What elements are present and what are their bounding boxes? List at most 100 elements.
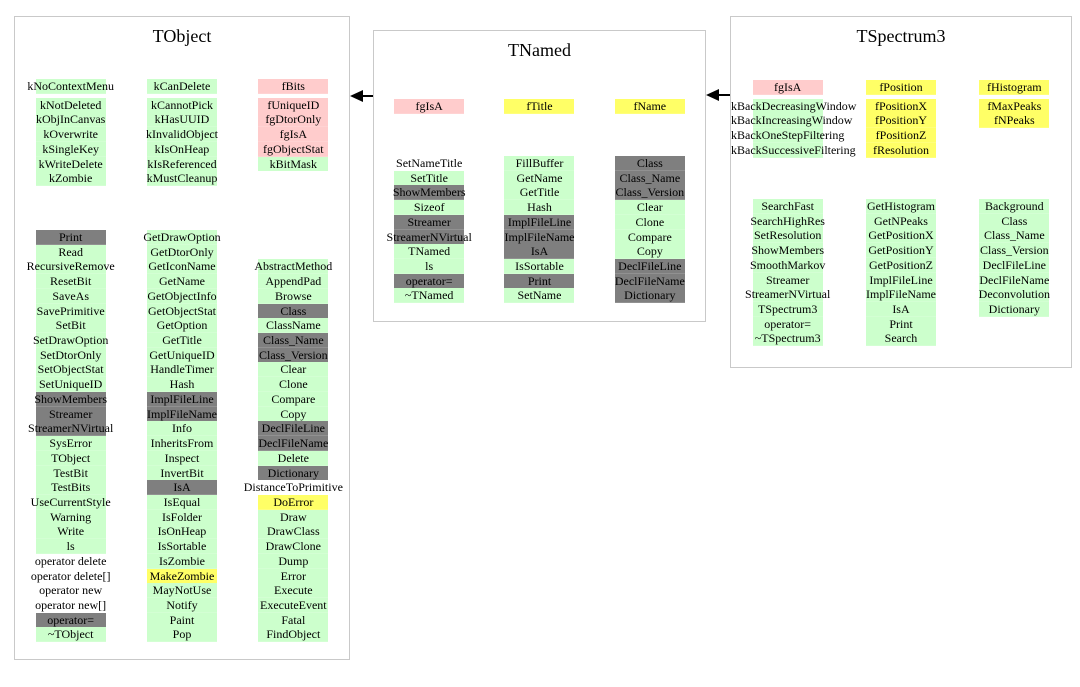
method-cell[interactable]: SmoothMarkov — [731, 257, 845, 273]
method-cell[interactable]: operator= — [731, 316, 845, 332]
method-cell[interactable]: IsFolder — [126, 509, 238, 525]
method-cell[interactable]: TestBits — [15, 480, 127, 495]
method-cell[interactable]: GetName — [126, 274, 238, 289]
method-cell[interactable]: Sizeof — [374, 200, 485, 215]
method-cell[interactable]: Error — [237, 568, 349, 584]
method-cell[interactable]: DeclFileLine — [237, 421, 349, 437]
method-cell[interactable]: Delete — [237, 450, 349, 466]
method-cell[interactable]: SetDtorOnly — [15, 347, 127, 363]
method-cell[interactable]: TSpectrum3 — [731, 302, 845, 317]
method-cell[interactable]: operator delete[] — [30, 568, 111, 583]
method-cell[interactable]: Fatal — [237, 612, 349, 628]
member-cell[interactable]: fBits — [237, 79, 349, 94]
method-cell[interactable]: Clone — [594, 214, 705, 230]
member-cell[interactable]: kBackOneStepFiltering — [731, 128, 845, 143]
method-cell[interactable]: SearchHighRes — [731, 213, 845, 229]
method-cell[interactable]: Print — [844, 316, 958, 332]
method-cell[interactable]: SaveAs — [15, 288, 127, 304]
method-cell[interactable]: ls — [374, 259, 485, 274]
method-cell[interactable]: GetPositionY — [844, 243, 958, 258]
method-cell[interactable]: GetPositionX — [844, 228, 958, 244]
method-cell[interactable]: Class_Name — [957, 228, 1071, 244]
method-cell[interactable]: ImplFileLine — [484, 214, 595, 230]
method-cell[interactable]: Pop — [126, 627, 238, 643]
member-cell[interactable]: kMustCleanup — [126, 171, 238, 187]
method-cell[interactable]: ~TSpectrum3 — [731, 331, 845, 347]
method-cell[interactable]: Read — [15, 244, 127, 260]
method-cell[interactable]: ShowMembers — [374, 185, 485, 201]
method-cell[interactable]: SavePrimitive — [15, 303, 127, 319]
member-cell[interactable]: kBackIncreasingWindow — [731, 113, 853, 129]
member-cell[interactable]: kBitMask — [237, 156, 349, 172]
method-cell[interactable]: Compare — [237, 391, 349, 407]
method-cell[interactable]: TObject — [15, 450, 127, 466]
method-cell[interactable]: ImplFileName — [126, 406, 238, 422]
method-cell[interactable]: Hash — [126, 377, 238, 392]
member-cell[interactable]: fPositionZ — [844, 128, 958, 143]
method-cell[interactable]: operator new[] — [35, 597, 107, 612]
method-cell[interactable]: AbstractMethod — [237, 259, 349, 275]
member-cell[interactable]: fPosition — [844, 80, 958, 95]
member-cell[interactable]: kCannotPick — [126, 97, 238, 113]
method-cell[interactable]: IsA — [484, 244, 595, 260]
member-cell[interactable]: fgDtorOnly — [237, 112, 349, 128]
method-cell[interactable]: DeclFileLine — [957, 257, 1071, 273]
method-cell[interactable]: ~TNamed — [374, 288, 485, 304]
method-cell[interactable]: DistanceToPrimitive — [243, 480, 343, 495]
method-cell[interactable]: GetObjectStat — [126, 303, 238, 319]
method-cell[interactable]: GetName — [484, 170, 595, 186]
method-cell[interactable]: GetTitle — [126, 333, 238, 348]
method-cell[interactable]: SetResolution — [731, 228, 845, 244]
member-cell[interactable]: fTitle — [484, 99, 595, 114]
method-cell[interactable]: Streamer — [15, 406, 127, 422]
method-cell[interactable]: Write — [15, 524, 127, 540]
method-cell[interactable]: DeclFileName — [957, 272, 1071, 288]
method-cell[interactable]: SetNameTitle — [396, 156, 463, 170]
method-cell[interactable]: GetTitle — [484, 185, 595, 201]
method-cell[interactable]: IsZombie — [126, 553, 238, 569]
method-cell[interactable]: StreamerNVirtual — [15, 421, 127, 437]
method-cell[interactable]: Class — [237, 303, 349, 319]
method-cell[interactable]: Dump — [237, 553, 349, 569]
method-cell[interactable]: Clone — [237, 377, 349, 392]
member-cell[interactable]: fgObjectStat — [237, 141, 349, 157]
member-cell[interactable]: kInvalidObject — [126, 127, 238, 142]
member-cell[interactable]: fgIsA — [237, 127, 349, 142]
method-cell[interactable]: DeclFileLine — [594, 259, 705, 274]
method-cell[interactable]: FindObject — [237, 627, 349, 643]
method-cell[interactable]: DrawClone — [237, 539, 349, 554]
method-cell[interactable]: GetDrawOption — [126, 230, 238, 245]
method-cell[interactable]: Class_Version — [594, 185, 705, 201]
method-cell[interactable]: GetNPeaks — [844, 213, 958, 229]
method-cell[interactable]: Print — [15, 230, 127, 245]
method-cell[interactable]: Hash — [484, 200, 595, 215]
method-cell[interactable]: DeclFileName — [237, 436, 349, 451]
method-cell[interactable]: UseCurrentStyle — [15, 494, 127, 510]
method-cell[interactable]: SetBit — [15, 318, 127, 334]
method-cell[interactable]: Copy — [237, 406, 349, 422]
method-cell[interactable]: Clear — [594, 200, 705, 215]
method-cell[interactable]: ImplFileLine — [126, 391, 238, 407]
method-cell[interactable]: IsSortable — [126, 539, 238, 554]
method-cell[interactable]: Browse — [237, 288, 349, 304]
method-cell[interactable]: Streamer — [374, 214, 485, 230]
method-cell[interactable]: Clear — [237, 362, 349, 378]
method-cell[interactable]: InheritsFrom — [126, 436, 238, 451]
method-cell[interactable]: SearchFast — [731, 199, 845, 214]
member-cell[interactable]: fNPeaks — [957, 113, 1071, 129]
method-cell[interactable]: MayNotUse — [126, 583, 238, 598]
method-cell[interactable]: TNamed — [374, 244, 485, 260]
method-cell[interactable]: DeclFileName — [594, 273, 705, 289]
method-cell[interactable]: Background — [957, 199, 1071, 214]
member-cell[interactable]: kCanDelete — [126, 79, 238, 94]
method-cell[interactable]: SysError — [15, 436, 127, 451]
method-cell[interactable]: ClassName — [237, 318, 349, 334]
method-cell[interactable]: Execute — [237, 583, 349, 598]
member-cell[interactable]: kIsOnHeap — [126, 141, 238, 157]
member-cell[interactable]: kIsReferenced — [126, 156, 238, 172]
method-cell[interactable]: GetDtorOnly — [126, 244, 238, 260]
method-cell[interactable]: SetName — [484, 288, 595, 304]
method-cell[interactable]: Inspect — [126, 450, 238, 466]
member-cell[interactable]: kSingleKey — [15, 141, 127, 157]
method-cell[interactable]: IsOnHeap — [126, 524, 238, 540]
